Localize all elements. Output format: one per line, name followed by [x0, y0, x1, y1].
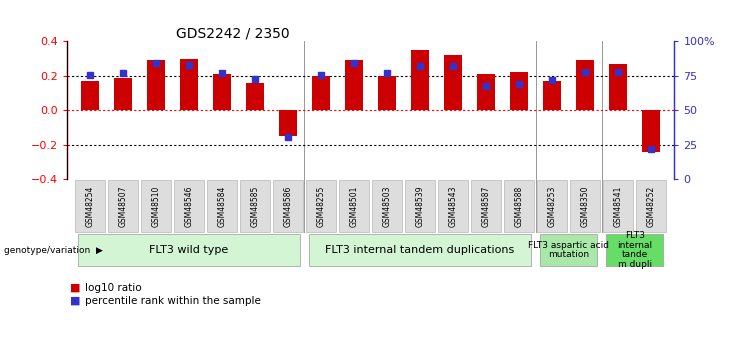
Bar: [411, 50, 429, 110]
Text: GSM48539: GSM48539: [416, 185, 425, 227]
FancyBboxPatch shape: [537, 180, 567, 232]
Point: [612, 69, 624, 75]
Text: GSM48253: GSM48253: [548, 186, 556, 227]
Bar: [576, 60, 594, 110]
Text: GSM48585: GSM48585: [250, 186, 259, 227]
Point: [249, 76, 261, 81]
Bar: [642, 110, 660, 152]
Text: ■: ■: [70, 296, 81, 306]
Bar: [444, 55, 462, 110]
FancyBboxPatch shape: [540, 234, 597, 266]
Bar: [345, 60, 363, 110]
FancyBboxPatch shape: [273, 180, 303, 232]
FancyBboxPatch shape: [240, 180, 270, 232]
Point: [381, 70, 393, 76]
FancyBboxPatch shape: [405, 180, 435, 232]
Text: FLT3 aspartic acid
mutation: FLT3 aspartic acid mutation: [528, 241, 609, 259]
Text: GSM48255: GSM48255: [316, 186, 325, 227]
Bar: [114, 78, 132, 110]
Bar: [312, 76, 330, 110]
Point: [216, 70, 227, 76]
Text: GSM48501: GSM48501: [350, 186, 359, 227]
FancyBboxPatch shape: [306, 180, 336, 232]
Point: [579, 69, 591, 75]
FancyBboxPatch shape: [174, 180, 204, 232]
Text: ■: ■: [70, 283, 81, 293]
Text: GSM48503: GSM48503: [382, 185, 391, 227]
Point: [645, 146, 657, 152]
Point: [282, 134, 294, 139]
FancyBboxPatch shape: [78, 234, 299, 266]
Bar: [510, 72, 528, 110]
FancyBboxPatch shape: [372, 180, 402, 232]
Text: GSM48586: GSM48586: [284, 186, 293, 227]
Text: genotype/variation  ▶: genotype/variation ▶: [4, 246, 102, 255]
Bar: [81, 81, 99, 110]
FancyBboxPatch shape: [438, 180, 468, 232]
FancyBboxPatch shape: [603, 180, 633, 232]
Text: GSM48546: GSM48546: [185, 185, 193, 227]
Point: [546, 77, 558, 83]
Text: log10 ratio: log10 ratio: [85, 283, 142, 293]
Point: [480, 83, 492, 88]
Text: GSM48541: GSM48541: [614, 186, 622, 227]
Text: GDS2242 / 2350: GDS2242 / 2350: [176, 26, 290, 40]
Text: GSM48507: GSM48507: [119, 185, 127, 227]
Text: FLT3 wild type: FLT3 wild type: [149, 245, 228, 255]
FancyBboxPatch shape: [141, 180, 170, 232]
Text: FLT3 internal tandem duplications: FLT3 internal tandem duplications: [325, 245, 515, 255]
Text: GSM48350: GSM48350: [581, 185, 590, 227]
Point: [117, 70, 129, 76]
FancyBboxPatch shape: [504, 180, 534, 232]
Bar: [609, 64, 627, 110]
Text: GSM48584: GSM48584: [217, 186, 227, 227]
FancyBboxPatch shape: [571, 180, 600, 232]
Bar: [180, 59, 198, 110]
FancyBboxPatch shape: [309, 234, 531, 266]
Text: percentile rank within the sample: percentile rank within the sample: [85, 296, 261, 306]
FancyBboxPatch shape: [108, 180, 138, 232]
Bar: [378, 76, 396, 110]
Text: GSM48254: GSM48254: [85, 186, 94, 227]
Point: [315, 72, 327, 77]
Text: GSM48587: GSM48587: [482, 186, 491, 227]
Point: [183, 62, 195, 68]
Bar: [279, 110, 297, 136]
Text: GSM48510: GSM48510: [151, 186, 160, 227]
FancyBboxPatch shape: [637, 180, 666, 232]
Text: GSM48252: GSM48252: [647, 186, 656, 227]
Text: FLT3
internal
tande
m dupli: FLT3 internal tande m dupli: [617, 231, 652, 269]
Point: [514, 81, 525, 87]
Bar: [147, 60, 165, 110]
Point: [84, 72, 96, 77]
Point: [447, 63, 459, 69]
FancyBboxPatch shape: [606, 234, 663, 266]
Bar: [477, 74, 495, 110]
FancyBboxPatch shape: [471, 180, 501, 232]
Bar: [213, 74, 231, 110]
Text: GSM48588: GSM48588: [514, 186, 524, 227]
Bar: [543, 81, 561, 110]
Point: [348, 61, 360, 66]
Bar: [246, 83, 264, 110]
Text: GSM48543: GSM48543: [448, 185, 457, 227]
Point: [414, 63, 426, 69]
FancyBboxPatch shape: [207, 180, 237, 232]
Point: [150, 61, 162, 66]
FancyBboxPatch shape: [75, 180, 104, 232]
FancyBboxPatch shape: [339, 180, 369, 232]
